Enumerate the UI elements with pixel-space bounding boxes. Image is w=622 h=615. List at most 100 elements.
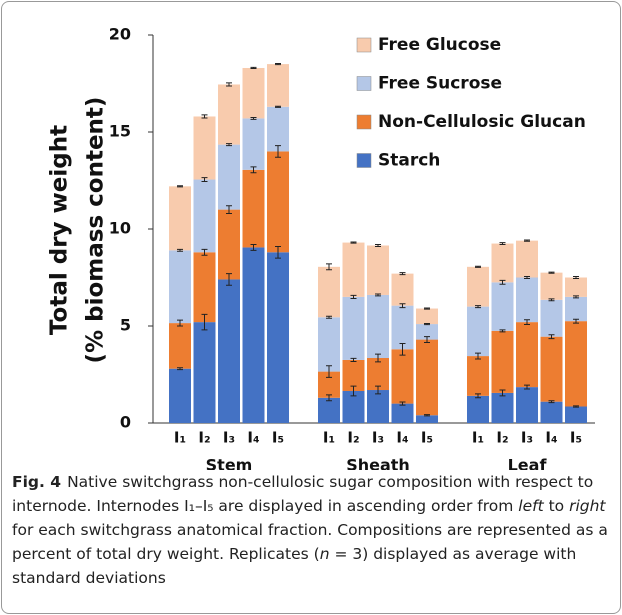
bar-segment — [193, 179, 216, 253]
error-bar — [177, 248, 183, 252]
bar-segment — [391, 403, 414, 423]
bar-segment — [367, 294, 389, 359]
bar-segment — [491, 330, 514, 393]
error-bar — [424, 307, 430, 310]
error-bar — [524, 276, 530, 279]
error-bar — [250, 166, 257, 174]
y-axis-label: Total dry weight — [47, 125, 73, 335]
error-bar — [548, 334, 555, 340]
error-bar — [375, 385, 381, 395]
bar-segment — [467, 266, 489, 307]
legend-label: Non-Cellulosic Glucan — [378, 112, 586, 132]
error-bar — [573, 295, 579, 299]
x-tick-label: I₁ — [472, 429, 484, 447]
error-bar — [250, 66, 257, 70]
x-tick-label: I₅ — [570, 429, 582, 447]
bar-segment — [565, 277, 587, 297]
error-bar — [399, 272, 406, 276]
legend-swatch — [356, 153, 372, 168]
bar-segment — [491, 392, 514, 423]
bar-segment — [267, 151, 289, 253]
x-tick-label: I₂ — [496, 429, 508, 447]
bar-segment — [242, 118, 265, 170]
error-bar — [250, 244, 257, 251]
bar-segment — [391, 273, 414, 306]
bar-segment — [367, 245, 389, 295]
bar-segment — [367, 390, 389, 423]
error-bar — [499, 242, 506, 246]
legend-swatch — [356, 114, 372, 130]
bar-segment — [342, 296, 365, 360]
error-bar — [399, 401, 406, 406]
bar-segment — [491, 282, 514, 331]
bar-segment — [218, 84, 240, 145]
error-bar — [499, 329, 506, 333]
error-bar — [275, 145, 281, 158]
error-bar — [548, 271, 555, 274]
error-bar — [226, 205, 232, 214]
error-bar — [350, 385, 357, 397]
error-bar — [424, 414, 430, 417]
error-bar — [201, 248, 208, 256]
caption-text: left — [518, 497, 544, 515]
bar-segment — [565, 296, 587, 322]
x-tick-label: I₃ — [372, 429, 384, 447]
bar-segment — [416, 415, 438, 423]
error-bar — [350, 294, 357, 299]
y-tick-label: 10 — [109, 219, 131, 238]
error-bar — [499, 389, 506, 397]
bar-segment — [540, 272, 563, 300]
bar-segment — [218, 209, 240, 280]
legend-swatch — [356, 76, 372, 91]
caption-text: to — [543, 497, 570, 515]
error-bar — [375, 293, 381, 297]
error-bar — [350, 357, 357, 363]
bar-segment — [318, 397, 340, 423]
caption-text: = 3) displayed as average with standard … — [12, 545, 577, 587]
bar-segment — [169, 186, 191, 251]
error-bar — [573, 276, 579, 279]
y-tick-label: 0 — [120, 413, 131, 432]
bar-segment — [491, 243, 514, 283]
x-tick-label: I₂ — [347, 429, 359, 447]
caption: Fig. 4 Native switchgrass non-cellulosic … — [12, 470, 612, 590]
error-bar — [226, 273, 232, 286]
bar-segment — [318, 317, 340, 372]
bar-segment — [565, 321, 587, 407]
error-bar — [201, 114, 208, 119]
group-label: Stem — [206, 456, 253, 471]
error-bar — [475, 352, 481, 360]
bar-segment — [242, 169, 265, 248]
bar-segment — [169, 368, 191, 423]
bar-segment — [416, 324, 438, 340]
error-bar — [275, 63, 281, 66]
error-bar — [424, 336, 430, 343]
y-tick-label: 5 — [120, 316, 131, 335]
error-bar — [548, 400, 555, 404]
bar-segment — [318, 266, 340, 318]
x-tick-label: I₁ — [323, 429, 335, 447]
bar-segment — [267, 252, 289, 423]
bar-segment — [169, 323, 191, 369]
y-axis-label: (% biomass content) — [83, 97, 109, 364]
x-tick-label: I₅ — [421, 429, 433, 447]
error-bar — [524, 319, 530, 325]
error-bar — [573, 405, 579, 408]
x-tick-label: I₄ — [396, 429, 408, 447]
bar-segment — [540, 401, 563, 423]
legend-label: Free Glucose — [378, 35, 501, 55]
bar-segment — [169, 250, 191, 324]
bar-segment — [565, 406, 587, 423]
caption-text: Native switchgrass non-cellulosic sugar … — [12, 473, 594, 515]
bar-segment — [242, 247, 265, 423]
error-bar — [399, 342, 406, 356]
error-bar — [475, 393, 481, 399]
x-tick-label: I₄ — [545, 429, 557, 447]
y-tick-label: 20 — [109, 25, 131, 44]
error-bar — [250, 116, 257, 120]
group-label: Leaf — [508, 456, 548, 471]
bar-segment — [342, 390, 365, 423]
error-bar — [326, 365, 332, 378]
legend-label: Free Sucrose — [378, 74, 502, 94]
